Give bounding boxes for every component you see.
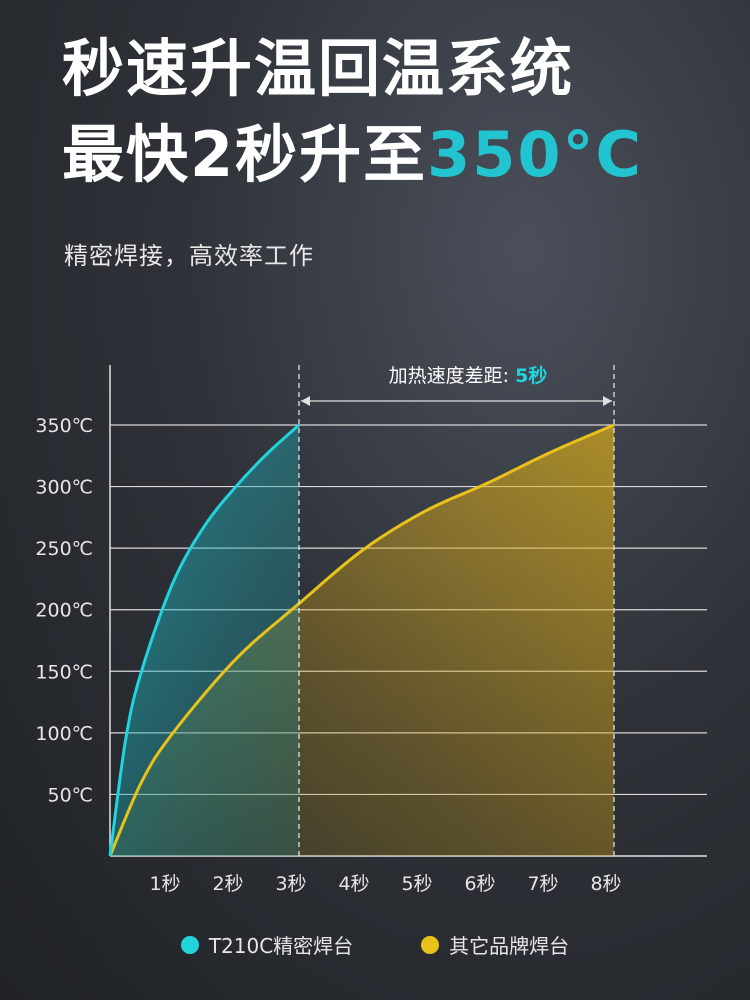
y-tick-label: 200℃: [35, 600, 93, 622]
y-tick-label: 50℃: [47, 784, 93, 806]
x-tick-label: 5秒: [401, 873, 432, 895]
legend: T210C精密焊台 其它品牌焊台: [0, 930, 750, 959]
arrow-left-icon: [301, 396, 310, 406]
legend-item-t210c: T210C精密焊台: [180, 930, 354, 959]
legend-label-other: 其它品牌焊台: [449, 934, 570, 958]
x-tick-label: 4秒: [338, 873, 369, 895]
speed-gap-label: 加热速度差距:: [389, 365, 515, 387]
speed-gap-value: 5秒: [515, 364, 547, 387]
series-line-t210c: [108, 423, 301, 857]
speed-gap-annotation: 加热速度差距: 5秒: [389, 364, 548, 387]
headline-line2-prefix: 最快2秒升至: [62, 118, 428, 191]
legend-label-t210c: T210C精密焊台: [208, 934, 354, 958]
x-tick-label: 3秒: [275, 873, 306, 895]
headline-accent-temp: 350°C: [427, 118, 644, 191]
series-line-other: [108, 423, 615, 857]
x-tick-label: 1秒: [149, 873, 180, 895]
x-tick-label: 2秒: [212, 873, 243, 895]
y-tick-label: 150℃: [35, 661, 93, 683]
subtitle: 精密焊接，高效率工作: [64, 242, 314, 270]
x-tick-label: 7秒: [527, 873, 558, 895]
x-tick-label: 8秒: [590, 873, 621, 895]
legend-yellow-dot-icon: [421, 935, 440, 954]
y-tick-label: 350℃: [35, 415, 93, 437]
series-area-t210c: [110, 425, 299, 856]
headline-line1: 秒速升温回温系统: [62, 32, 575, 105]
arrow-right-icon: [603, 396, 612, 406]
legend-item-other: 其它品牌焊台: [421, 930, 569, 959]
y-tick-label: 100℃: [35, 723, 93, 745]
y-tick-label: 300℃: [35, 477, 93, 499]
x-tick-label: 6秒: [464, 873, 495, 895]
y-tick-label: 250℃: [35, 538, 93, 560]
legend-cyan-dot-icon: [180, 935, 199, 954]
headline-line2: 最快2秒升至350°C: [62, 112, 643, 198]
headline: 秒速升温回温系统 最快2秒升至350°C: [62, 26, 643, 198]
